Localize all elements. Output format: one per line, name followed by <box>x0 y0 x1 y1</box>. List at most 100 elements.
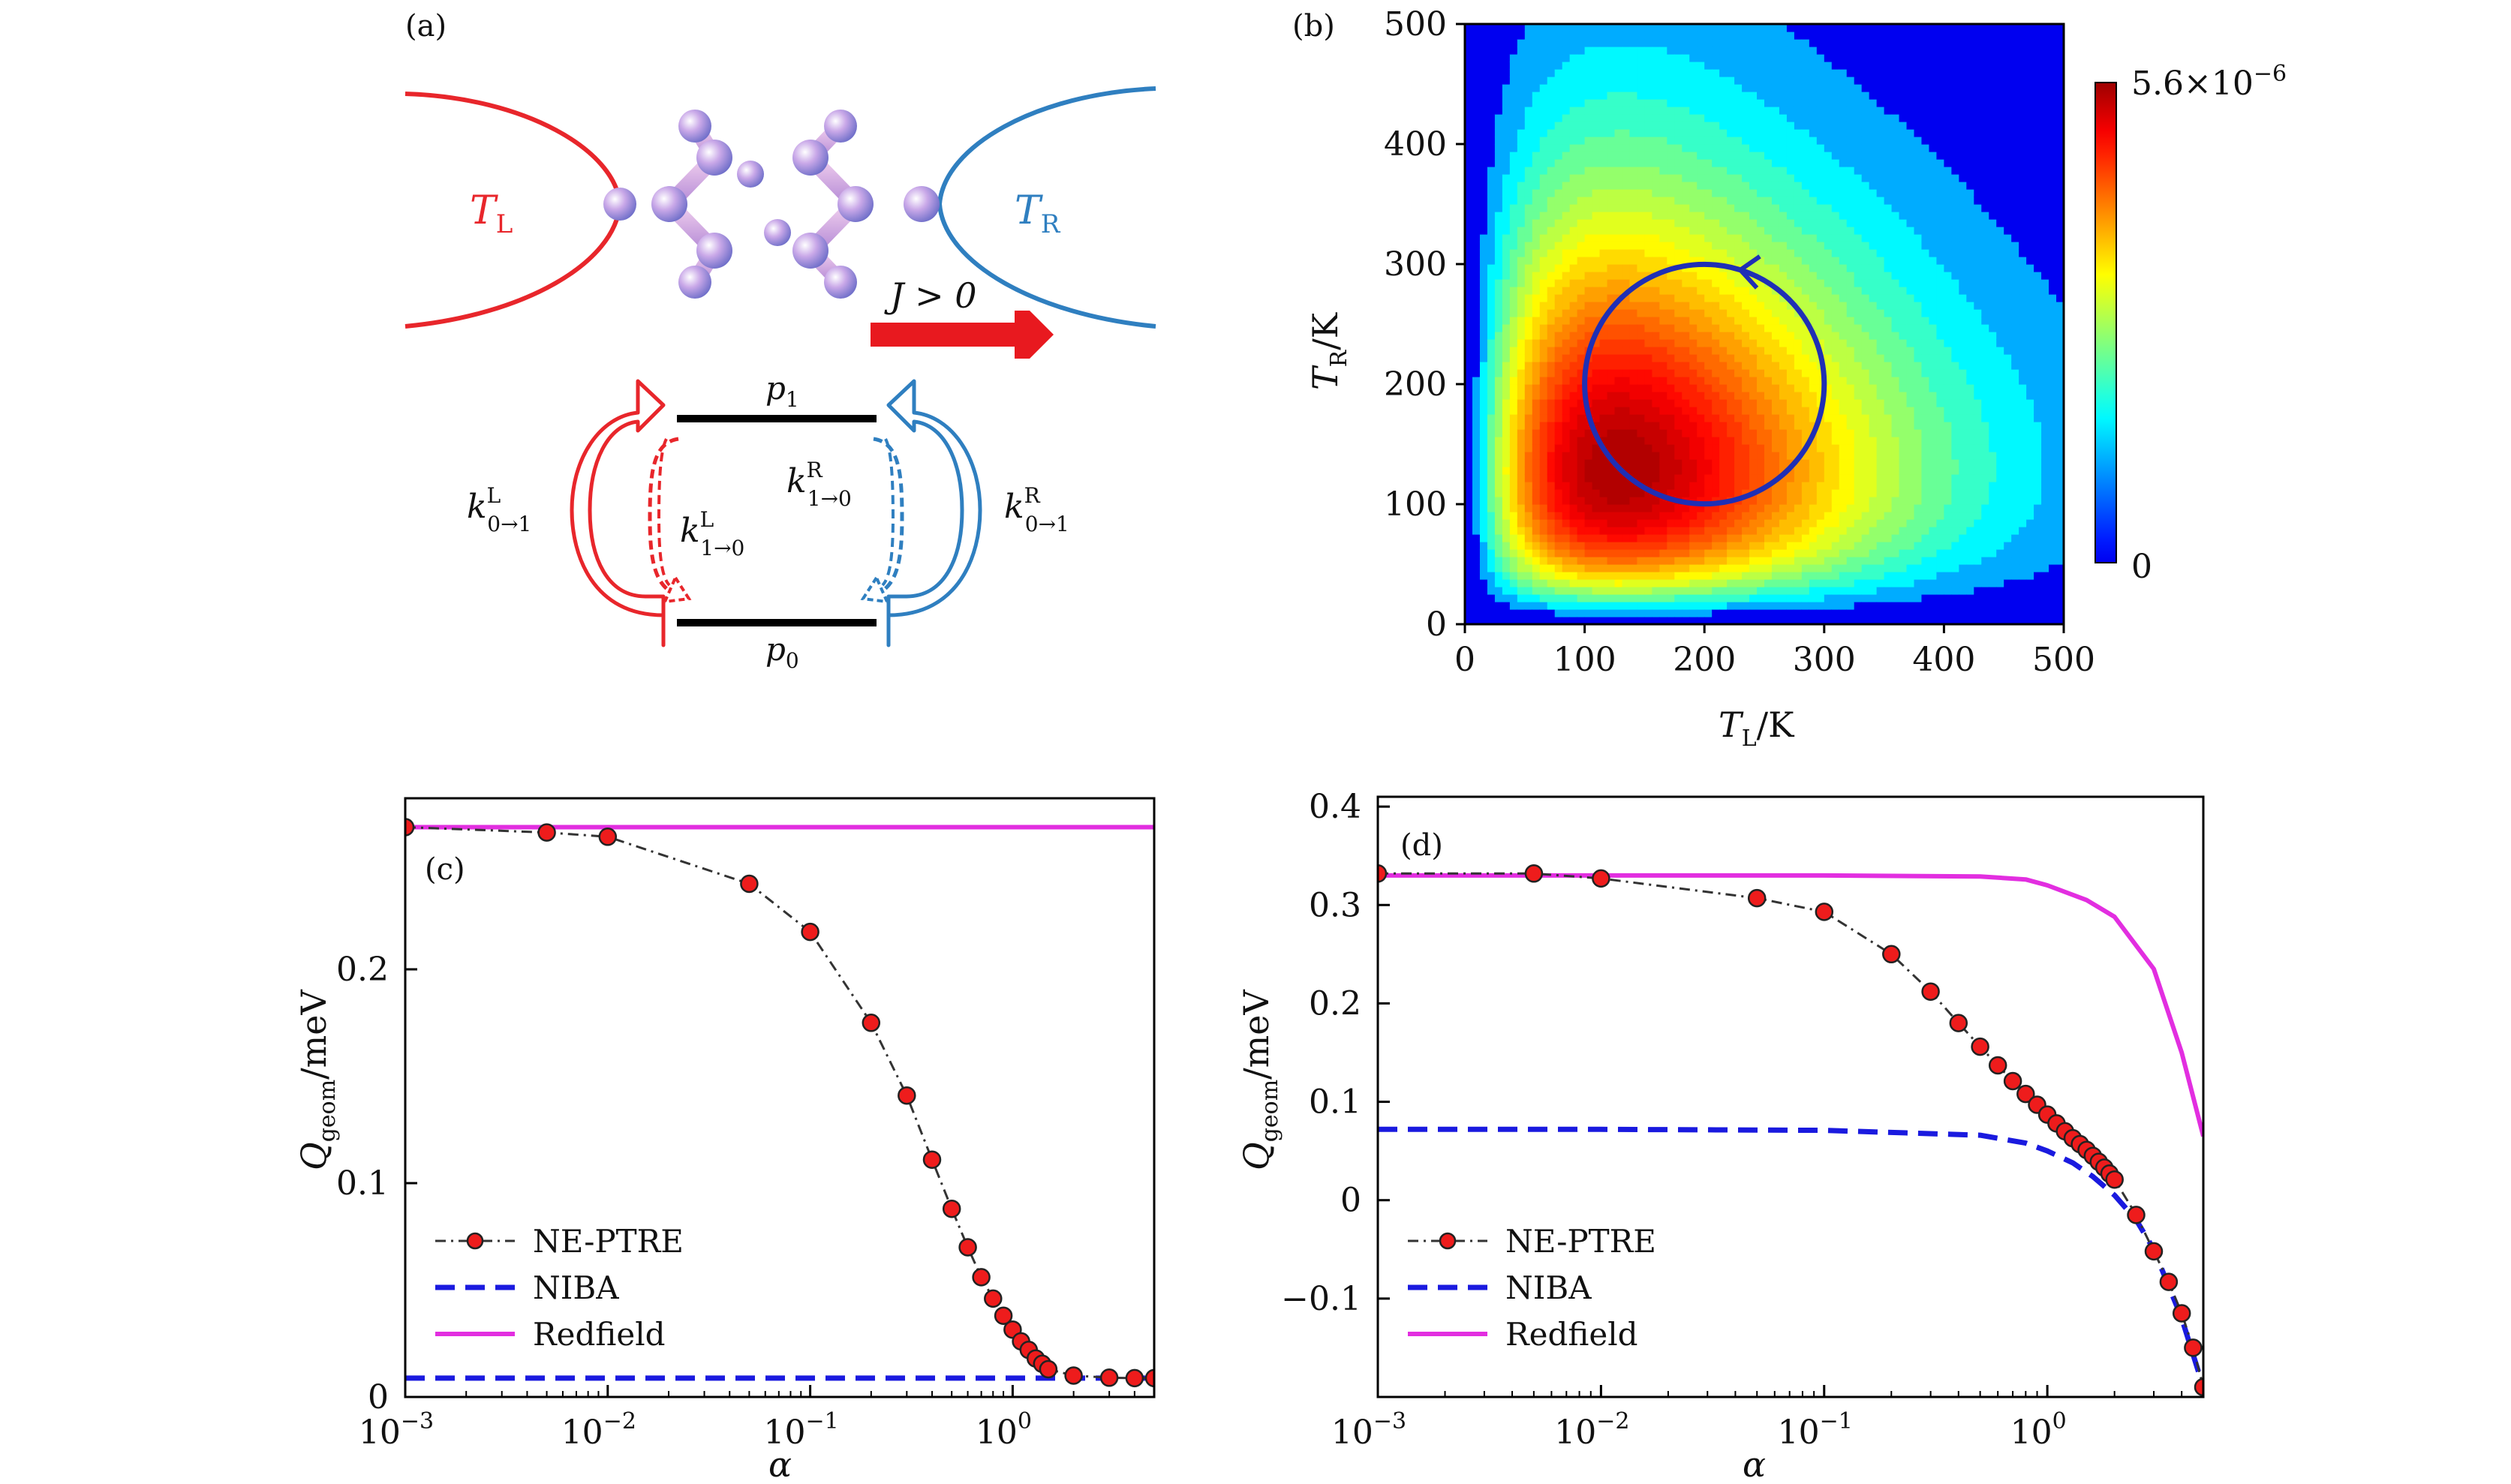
left-relaxation-arrow <box>648 437 679 596</box>
k-right-down-label: kR 1→0 <box>786 458 852 511</box>
y-axis-label-d: Qgeom/meV <box>1236 989 1283 1170</box>
data-point-d <box>2172 1304 2191 1323</box>
heatmap-frame <box>1463 23 2065 626</box>
x-axis-label-b: TL/K <box>1719 704 1795 752</box>
heatmap-image <box>1465 24 2064 624</box>
k-left-up-label: kL 0→1 <box>467 483 531 536</box>
data-point-d <box>1882 945 1901 964</box>
y-axis-label-c: Qgeom/meV <box>293 989 341 1170</box>
left-lead-label: TL <box>470 188 513 239</box>
y-tick-label-b: 300 <box>1384 245 1447 284</box>
x-tick-label-b: 200 <box>1673 641 1736 679</box>
x-axis-ticks-b: 0 100 200 300 400 500 <box>1454 624 2095 679</box>
benzene-molecule <box>603 110 940 299</box>
data-point-c <box>958 1238 977 1257</box>
x-axis-label-d: α <box>1743 1444 1766 1484</box>
x-tick-label-b: 500 <box>2032 641 2095 679</box>
data-point-c <box>740 874 759 894</box>
series-line-redfield-d <box>1378 873 2203 1137</box>
data-point-d <box>2016 1084 2035 1104</box>
data-point-d <box>1378 864 1388 883</box>
y-tick-label-b: 100 <box>1384 485 1447 524</box>
data-point-d <box>1988 1056 2007 1075</box>
legend-label-redfield-c: Redfield <box>533 1316 666 1353</box>
data-point-c <box>942 1199 961 1218</box>
current-label: J > 0 <box>884 275 977 316</box>
data-point-d <box>1815 903 1834 921</box>
data-point-d <box>2184 1338 2203 1357</box>
y-tick-label-b: 500 <box>1384 5 1447 44</box>
data-point-d <box>2003 1071 2022 1091</box>
x-tick-label-d: 100 <box>2010 1408 2067 1452</box>
y-tick-label-b: 200 <box>1384 365 1447 404</box>
legend-label-ne-ptre-c: NE-PTRE <box>533 1223 684 1260</box>
panel-b-label: (b) <box>1292 9 1335 44</box>
data-point-c <box>405 818 415 837</box>
data-point-c <box>1064 1366 1083 1385</box>
data-point-d <box>2127 1206 2146 1224</box>
x-tick-label-c: 100 <box>976 1408 1032 1452</box>
data-point-c <box>922 1150 942 1169</box>
data-point-c <box>898 1086 916 1105</box>
lower-level-label: p0 <box>765 631 799 673</box>
panel-a-label: (a) <box>405 9 447 44</box>
right-lead-label: TR <box>1015 188 1061 239</box>
legend-d: NE-PTRE NIBA Redfield <box>1408 1223 1656 1353</box>
legend-label-redfield-d: Redfield <box>1505 1316 1638 1353</box>
current-arrow <box>871 311 1054 359</box>
x-tick-label-b: 0 <box>1454 641 1475 679</box>
data-point-c <box>1099 1368 1119 1387</box>
panel-d-label: (d) <box>1400 828 1443 863</box>
data-point-c <box>1125 1368 1144 1388</box>
plot-frame-c <box>404 797 1156 1398</box>
x-tick-label-b: 100 <box>1553 641 1616 679</box>
data-point-d <box>2105 1170 2124 1189</box>
data-point-c <box>537 823 556 842</box>
y-tick-label-d: 0.2 <box>1309 984 1361 1023</box>
plot-frame-d <box>1376 795 2205 1398</box>
legend-label-ne-ptre-d: NE-PTRE <box>1505 1223 1656 1260</box>
data-point-c <box>862 1014 881 1032</box>
data-point-d <box>2144 1242 2164 1261</box>
data-point-d <box>1592 869 1610 888</box>
k-right-up-label: kR 0→1 <box>1004 483 1069 536</box>
data-point-d <box>1921 982 1940 1001</box>
y-tick-label-d: 0.4 <box>1309 788 1361 826</box>
data-point-d <box>2159 1272 2179 1291</box>
y-tick-label-d: 0.1 <box>1309 1083 1361 1122</box>
y-tick-label-b: 0 <box>1426 605 1447 644</box>
data-point-d <box>1949 1014 1968 1032</box>
legend-marker-d <box>1439 1232 1457 1250</box>
panel-c-label: (c) <box>425 852 465 887</box>
data-point-d <box>2194 1377 2203 1397</box>
data-point-c <box>598 828 618 846</box>
panel-c: 10−3 10−2 10−1 100 0 0.1 0.2 (c) α Qgeom/meV N… <box>293 797 1156 1484</box>
data-point-c <box>1039 1359 1058 1379</box>
left-excitation-arrow <box>570 379 666 647</box>
x-tick-label-b: 400 <box>1912 641 1975 679</box>
series-line-ne-ptre-c <box>405 826 1154 1380</box>
colorbar <box>2095 82 2117 563</box>
x-tick-label-d: 10−2 <box>1554 1408 1629 1452</box>
y-axis-ticks-b: 0 100 200 300 400 500 <box>1384 5 1465 644</box>
x-tick-label-c: 10−2 <box>561 1408 636 1452</box>
upper-level-label: p1 <box>765 370 799 412</box>
right-excitation-arrow <box>886 379 982 647</box>
x-tick-label-d: 10−3 <box>1331 1408 1406 1452</box>
colorbar-min-label: 0 <box>2131 548 2152 586</box>
data-point-c <box>801 922 819 942</box>
y-tick-label-c: 0 <box>368 1378 389 1416</box>
y-tick-label-c: 0.2 <box>336 951 389 989</box>
y-tick-label-c: 0.1 <box>336 1164 389 1203</box>
x-tick-label-c: 10−3 <box>359 1408 434 1452</box>
data-point-d <box>1747 888 1767 908</box>
k-left-down-label: kL 1→0 <box>680 507 744 560</box>
data-point-c <box>984 1289 1003 1308</box>
data-point-c <box>972 1268 991 1287</box>
series-line-niba-d <box>1378 1126 2203 1388</box>
right-relaxation-arrow <box>873 437 904 596</box>
legend-marker-c <box>466 1232 484 1250</box>
y-tick-label-d: 0 <box>1340 1182 1361 1220</box>
y-axis-label-b: TR/K <box>1305 311 1352 390</box>
